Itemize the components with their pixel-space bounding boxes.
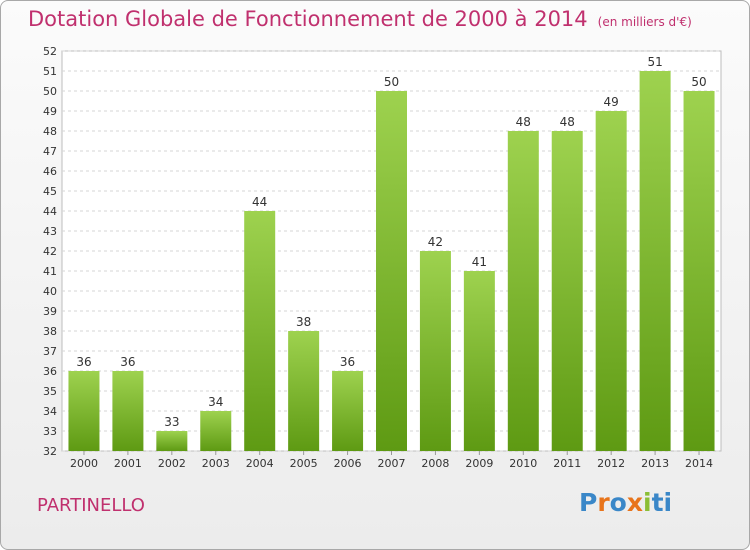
bar [156,431,188,451]
place-name: PARTINELLO [37,495,145,516]
y-tick-label: 41 [43,265,57,278]
y-tick-label: 47 [43,145,57,158]
x-tick-label: 2007 [378,457,406,470]
y-tick-label: 40 [43,285,57,298]
bar-value-label: 44 [252,195,267,209]
logo-letter: x [626,488,643,517]
bar [112,371,144,451]
bar [595,111,627,451]
bar [68,371,100,451]
y-tick-label: 35 [43,385,57,398]
x-tick-label: 2009 [465,457,493,470]
bar [683,91,715,451]
x-tick-label: 2000 [70,457,98,470]
bar-value-label: 49 [604,95,619,109]
x-tick-label: 2014 [685,457,713,470]
x-tick-label: 2013 [641,457,669,470]
y-tick-label: 48 [43,125,57,138]
logo-letter: o [609,488,627,517]
bar-value-label: 48 [560,115,575,129]
x-tick-label: 2006 [334,457,362,470]
x-tick-label: 2001 [114,457,142,470]
logo-letter: r [597,488,610,517]
x-tick-label: 2011 [553,457,581,470]
logo-letter: P [579,488,598,517]
y-tick-label: 33 [43,425,57,438]
y-tick-label: 52 [43,45,57,58]
bar [376,91,407,451]
y-tick-label: 36 [43,365,57,378]
bar-value-label: 48 [516,115,531,129]
y-tick-label: 44 [43,205,57,218]
chart-title-text: Dotation Globale de Fonctionnement de 20… [28,7,588,31]
x-tick-label: 2012 [597,457,625,470]
logo-letter: ti [651,488,673,517]
bar-value-label: 42 [428,235,443,249]
bar [463,271,495,451]
bar-value-label: 36 [120,355,135,369]
y-tick-label: 37 [43,345,57,358]
chart-title: Dotation Globale de Fonctionnement de 20… [28,7,692,31]
proxiti-logo: Proxiti [579,488,672,517]
x-tick-label: 2008 [421,457,449,470]
y-tick-label: 43 [43,225,57,238]
bar-value-label: 50 [691,75,706,89]
x-tick-label: 2004 [246,457,274,470]
y-tick-label: 46 [43,165,57,178]
x-tick-label: 2002 [158,457,186,470]
bar-value-label: 38 [296,315,311,329]
chart-subtitle: (en milliers d'€) [597,15,692,29]
bar [551,131,583,451]
bar-value-label: 33 [164,415,179,429]
bar-value-label: 41 [472,255,487,269]
bar [332,371,364,451]
bar [244,211,276,451]
bar [288,331,320,451]
bar [639,71,671,451]
y-tick-label: 39 [43,305,57,318]
logo-letter: i [643,488,652,517]
bar [200,411,232,451]
bar-value-label: 36 [76,355,91,369]
y-tick-label: 32 [43,445,57,458]
y-tick-label: 45 [43,185,57,198]
bar-value-label: 36 [340,355,355,369]
y-tick-label: 34 [43,405,57,418]
bar-value-label: 34 [208,395,223,409]
x-tick-label: 2010 [509,457,537,470]
y-tick-label: 38 [43,325,57,338]
x-tick-label: 2005 [290,457,318,470]
y-tick-label: 50 [43,85,57,98]
x-tick-label: 2003 [202,457,230,470]
y-tick-label: 49 [43,105,57,118]
bar [419,251,451,451]
y-tick-label: 51 [43,65,57,78]
bar-value-label: 50 [384,75,399,89]
bar-value-label: 51 [647,55,662,69]
bar [507,131,539,451]
y-tick-label: 42 [43,245,57,258]
